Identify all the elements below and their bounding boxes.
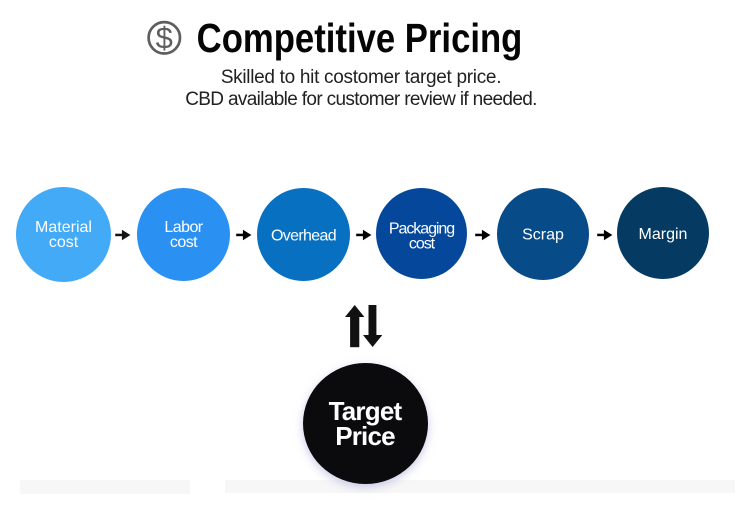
svg-text:$: $ xyxy=(156,21,173,56)
